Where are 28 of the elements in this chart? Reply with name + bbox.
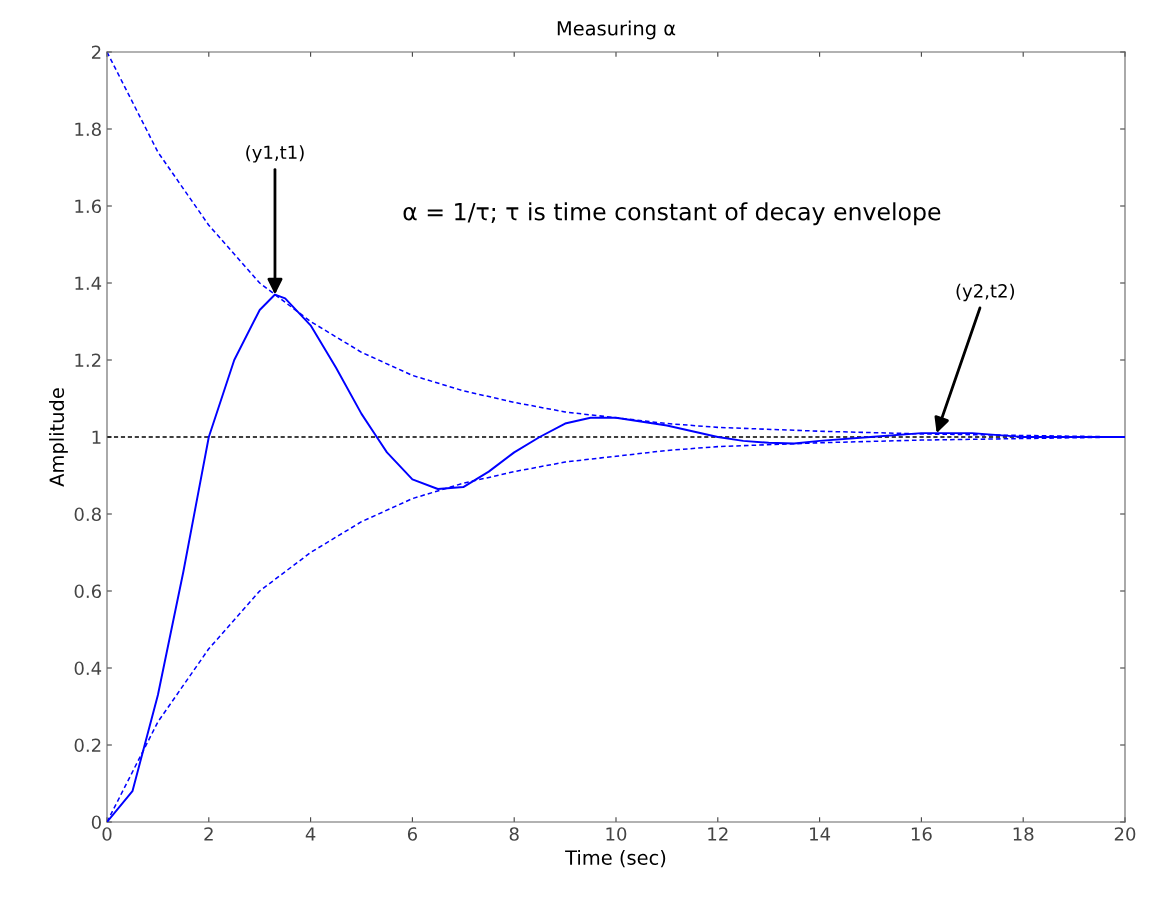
annotation: (y1,t1) [246,145,304,163]
x-tick-label: 14 [810,827,831,841]
annotation: (y2,t2) [956,283,1015,302]
y-tick-label: 2 [91,45,101,59]
y-tick-label: 0.2 [74,738,101,753]
x-tick-label: 6 [407,827,418,841]
x-tick-label: 10 [606,827,627,841]
x-tick-label: 12 [708,827,728,841]
y-tick-label: 0 [91,815,101,830]
x-tick-label: 18 [1013,827,1034,841]
x-tick-label: 8 [509,827,519,841]
y-tick-label: 0.8 [74,507,101,522]
x-tick-label: 2 [204,827,213,841]
x-axis-title: Time (sec) [565,849,666,868]
x-tick-label: 4 [305,827,316,841]
annotation: α = 1/τ; τ is time constant of decay envelope [403,202,941,226]
x-tick-label: 16 [911,827,932,841]
y-tick-label: 1.8 [75,122,101,137]
y-tick-label: 1.2 [75,353,101,367]
x-tick-label: 20 [1114,827,1136,841]
y-tick-label: 1.6 [75,199,101,214]
x-tick-label: 0 [102,827,112,841]
y-tick-label: 0.4 [74,661,102,676]
y-axis-title: Amplitude [49,388,68,487]
chart-title: Measuring α [557,20,676,40]
y-tick-label: 1.4 [75,276,102,290]
y-tick-label: 1 [92,430,101,444]
y-tick-label: 0.6 [74,584,101,599]
